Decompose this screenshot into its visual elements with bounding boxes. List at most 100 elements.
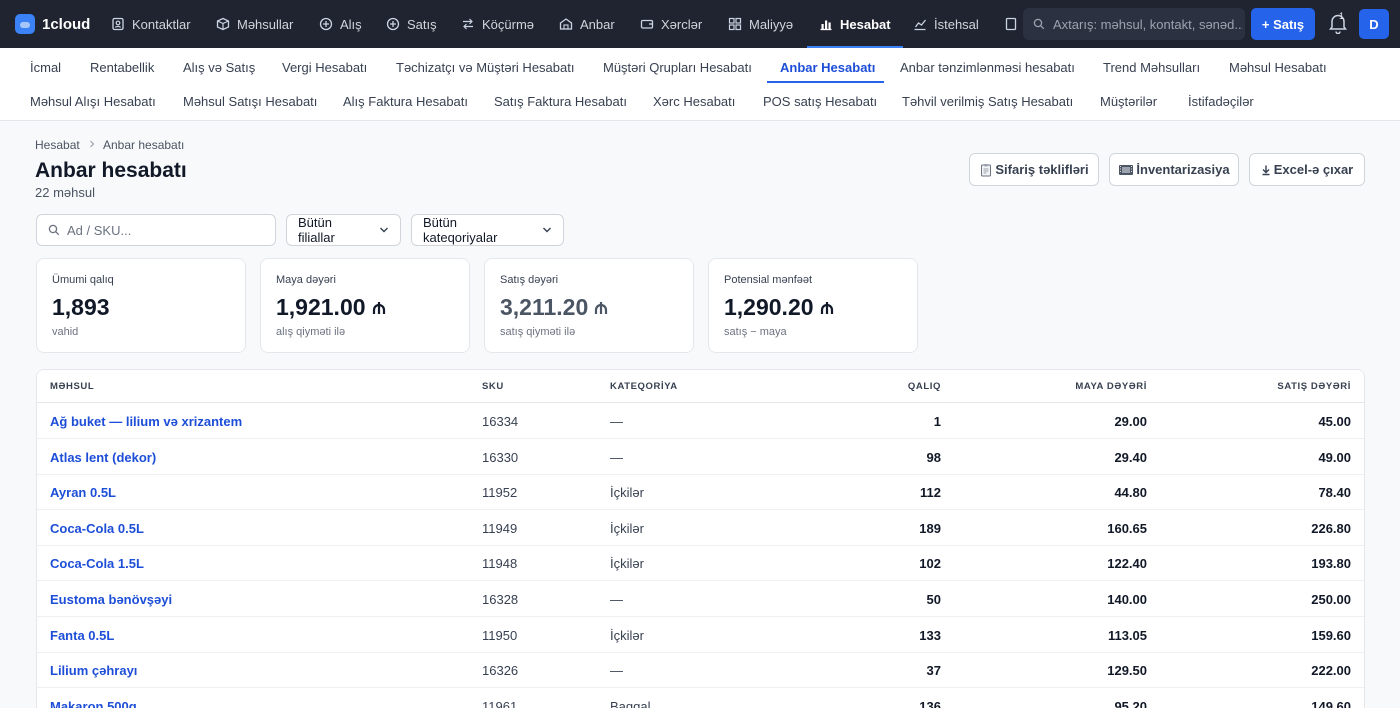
table-row[interactable]: Ayran 0.5L 11952 İçkilər 112 44.80 78.40 <box>37 474 1364 511</box>
topnav-item-expenses[interactable]: Xərclər <box>640 0 702 48</box>
subnav-item-profitability[interactable]: Rentabellik <box>90 60 155 75</box>
cost-value-cell: 129.50 <box>1107 663 1147 679</box>
chevron-down-icon <box>379 226 389 234</box>
topnav-item-products[interactable]: Məhsullar <box>216 0 293 48</box>
table-row[interactable]: Coca-Cola 1.5L 11948 İçkilər 102 122.40 193.8… <box>37 545 1364 582</box>
topnav-item-transfer[interactable]: Köçürmə <box>461 0 534 48</box>
cost-value-cell: 29.00 <box>1114 414 1147 429</box>
app-logo[interactable]: 1cloud <box>15 14 90 34</box>
topnav-label: Köçürmə <box>482 16 535 32</box>
subnav-item-delivered-sales[interactable]: Təhvil verilmiş Satış Hesabatı <box>902 94 1074 109</box>
cost-value-cell: 113.05 <box>1107 627 1147 643</box>
subnav-item-supplier-customer[interactable]: Təchizatçı və Müştəri Hesabatı <box>396 60 575 75</box>
top-navbar: 1cloud Kontaktlar Məhsullar Alış Satış K… <box>0 0 1400 48</box>
subnav-item-warehouse-adjustment[interactable]: Anbar tənzimlənməsi hesabatı <box>900 60 1075 75</box>
inventory-button[interactable]: İnventarizasiya <box>1109 153 1239 186</box>
stat-hint: satış qiyməti ilə <box>500 326 576 338</box>
topnav-item-production[interactable]: İstehsal <box>913 0 979 48</box>
column-header-product[interactable]: MƏHSUL <box>50 381 95 392</box>
product-name-link[interactable]: Fanta 0.5L <box>50 627 115 643</box>
subnav-item-pos-sales[interactable]: POS satış Hesabatı <box>763 94 878 109</box>
category-cell: — <box>610 663 623 679</box>
global-search[interactable] <box>1023 8 1245 40</box>
new-sale-button[interactable]: + Satış <box>1251 8 1315 40</box>
subnav-item-expense-report[interactable]: Xərc Hesabatı <box>653 94 736 109</box>
product-name-link[interactable]: Eustoma bənövşəyi <box>50 592 173 607</box>
stock-cell: 50 <box>926 592 941 607</box>
topnav-item-sales[interactable]: Satış <box>386 0 437 48</box>
sku-cell: 11952 <box>482 485 518 501</box>
product-name-link[interactable]: Coca-Cola 1.5L <box>50 556 144 572</box>
subnav-item-purchase-sales[interactable]: Alış və Satış <box>183 60 256 75</box>
subnav-item-trend-products[interactable]: Trend Məhsulları <box>1103 60 1201 75</box>
manat-currency-icon <box>820 301 834 315</box>
bell-icon[interactable] <box>1328 12 1348 35</box>
topnav-label: Satış <box>407 16 437 32</box>
product-name-link[interactable]: Ayran 0.5L <box>50 485 116 501</box>
topnav-item-finance[interactable]: Maliyyə <box>728 0 793 48</box>
topnav-item-purchase[interactable]: Alış <box>319 0 362 48</box>
cost-value-cell: 140.00 <box>1107 592 1147 607</box>
breadcrumb-root[interactable]: Hesabat <box>35 138 80 152</box>
topnav-item-reports[interactable]: Hesabat <box>807 0 903 48</box>
product-search-input[interactable] <box>67 222 257 238</box>
product-search[interactable] <box>36 214 276 246</box>
table-row[interactable]: Atlas lent (dekor) 16330 — 98 29.40 49.00 <box>37 439 1364 475</box>
column-header-stock[interactable]: QALIQ <box>907 381 941 392</box>
sku-cell: 11948 <box>482 556 518 572</box>
sku-cell: 16334 <box>482 414 519 429</box>
export-excel-button[interactable]: Excel-ə çıxar <box>1249 153 1365 186</box>
column-header-category[interactable]: KATEQORİYA <box>610 381 678 392</box>
stat-number: 1,921.00 <box>276 294 366 320</box>
report-subnav <box>0 48 1400 121</box>
global-search-input[interactable] <box>1053 16 1243 32</box>
branch-select[interactable]: Bütün filiallar <box>286 214 401 246</box>
product-name-link[interactable]: Lilium çəhrayı <box>50 663 138 679</box>
plus-circle-icon <box>319 17 333 31</box>
topnav-label: Maliyyə <box>749 16 794 32</box>
product-name-link[interactable]: Ağ buket — lilium və xrizantem <box>50 414 243 429</box>
column-header-sales-value[interactable]: SATIŞ DƏYƏRİ <box>1277 381 1351 392</box>
product-name-link[interactable]: Atlas lent (dekor) <box>50 449 157 465</box>
subnav-item-tax[interactable]: Vergi Hesabatı <box>282 60 368 75</box>
sales-value-cell: 49.00 <box>1318 449 1351 465</box>
product-name-link[interactable]: Coca-Cola 0.5L <box>50 520 144 536</box>
subnav-item-customer-groups[interactable]: Müştəri Qrupları Hesabatı <box>603 60 752 75</box>
category-cell: — <box>610 592 623 607</box>
subnav-item-users[interactable]: İstifadəçilər <box>1188 94 1254 109</box>
column-header-cost-value[interactable]: MAYA DƏYƏRİ <box>1075 381 1147 392</box>
sales-value-cell: 149.60 <box>1311 698 1351 708</box>
subnav-item-sales-invoice[interactable]: Satış Faktura Hesabatı <box>494 94 627 109</box>
subnav-item-customers[interactable]: Müştərilər <box>1100 94 1158 109</box>
subnav-item-warehouse-report[interactable]: Anbar Hesabatı <box>780 60 876 75</box>
table-row[interactable]: Lilium çəhrayı 16326 — 37 129.50 222.00 <box>37 652 1364 689</box>
table-row[interactable]: Fanta 0.5L 11950 İçkilər 133 113.05 159.60 <box>37 617 1364 653</box>
stock-cell: 37 <box>926 663 941 679</box>
table-row[interactable]: Coca-Cola 0.5L 11949 İçkilər 189 160.65 226.8… <box>37 510 1364 546</box>
category-select[interactable]: Bütün kateqoriyalar <box>411 214 564 246</box>
subnav-item-product-report[interactable]: Məhsul Hesabatı <box>1229 60 1327 75</box>
topnav-item-contacts[interactable]: Kontaktlar <box>111 0 191 48</box>
manat-currency-icon <box>594 301 608 315</box>
topnav-label: İstehsal <box>934 16 979 32</box>
product-name-link[interactable]: Makaron 500q <box>50 698 137 708</box>
subnav-item-product-sales[interactable]: Məhsul Satışı Hesabatı <box>183 94 318 109</box>
topnav-item-more[interactable] <box>1004 0 1025 48</box>
category-cell: Baqqal <box>610 698 651 708</box>
stat-number: 1,893 <box>52 294 110 320</box>
search-icon <box>1033 18 1045 30</box>
subnav-item-product-purchase[interactable]: Məhsul Alışı Hesabatı <box>30 94 156 109</box>
avatar[interactable]: D <box>1359 9 1389 39</box>
subnav-item-purchase-invoice[interactable]: Alış Faktura Hesabatı <box>343 94 468 109</box>
cost-value-cell: 160.65 <box>1107 520 1147 536</box>
topnav-item-warehouse[interactable]: Anbar <box>559 0 615 48</box>
sales-value-cell: 222.00 <box>1311 663 1351 679</box>
table-row[interactable]: Makaron 500q 11961 Baqqal 136 95.20 149.60 <box>37 688 1364 708</box>
subnav-item-overview[interactable]: İcmal <box>30 60 62 75</box>
order-suggestions-button[interactable]: Sifariş təklifləri <box>969 153 1099 186</box>
table-row[interactable]: Eustoma bənövşəyi 16328 — 50 140.00 250.00 <box>37 581 1364 617</box>
table-row[interactable]: Ağ buket — lilium və xrizantem 16334 — 1 29.… <box>37 403 1364 439</box>
warehouse-report-table: MƏHSUL SKU KATEQORİYA QALIQ MAYA DƏYƏRİ … <box>36 369 1365 708</box>
column-header-sku[interactable]: SKU <box>482 381 504 392</box>
notification-count: 1 <box>1339 11 1345 21</box>
